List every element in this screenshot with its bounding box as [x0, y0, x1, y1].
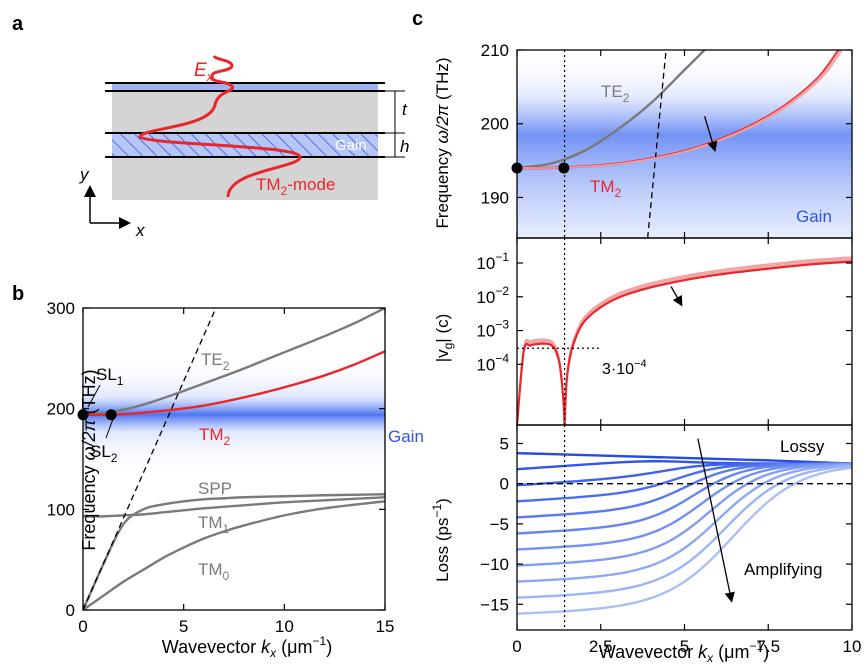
c1-tm2-broadening — [521, 50, 844, 169]
c3-loss-curve-7 — [517, 462, 852, 551]
b-ytick-label: 200 — [47, 400, 75, 419]
b-xtick-label: 10 — [275, 617, 294, 636]
c3-xtick-label: 7.5 — [756, 637, 780, 656]
c2-annotation: 3·10−4 — [602, 358, 647, 378]
c1-label-tm2: TM2 — [590, 177, 622, 200]
c3-ytick-label: −5 — [490, 515, 509, 534]
c3-xtick-label: 5 — [680, 637, 689, 656]
c2-ylabel: |vg| (c) — [433, 314, 455, 363]
c3-loss-curve-11 — [517, 466, 852, 615]
c-xlabel: Wavevector kx (μm−1) — [599, 639, 769, 665]
c1-series-light-line — [647, 50, 667, 238]
sl1-pointer — [87, 384, 101, 408]
c1-point-2 — [558, 162, 570, 174]
group-velocity-plot-c2: 10−4 10−3 10−2 10−1 — [476, 237, 853, 426]
b-label-sl2: SL2 — [90, 442, 118, 465]
c1-ytick-label: 190 — [481, 188, 509, 207]
top-metal-layer — [112, 83, 378, 91]
c3-ytick-label: 5 — [500, 434, 509, 453]
b-gain-label: Gain — [388, 427, 424, 446]
gain-hatch — [112, 133, 378, 157]
sl2-pointer — [105, 418, 114, 439]
c2-ytick-label: 10−3 — [476, 318, 509, 341]
c3-ytick-label: −10 — [480, 555, 509, 574]
b-xtick-label: 5 — [179, 617, 188, 636]
c3-loss-curve-1 — [517, 451, 852, 465]
c2-arrow — [670, 286, 683, 307]
c1-gain-band — [517, 50, 852, 238]
c2-series-0 — [517, 342, 566, 425]
b-label-tm2: TM2 — [199, 425, 231, 448]
c2-ytick-label: 10−2 — [476, 284, 509, 307]
field-label: Ex — [194, 60, 214, 84]
c1-arrow — [703, 116, 718, 153]
gain-layer-label: Gain — [335, 137, 367, 154]
b-xlabel: Wavevector kx (μm−1) — [162, 634, 332, 660]
c3-xtick-label: 10 — [843, 637, 862, 656]
c3-loss-curve-10 — [517, 464, 852, 599]
c2-series-1 — [563, 260, 852, 425]
b-xtick-label: 15 — [376, 617, 395, 636]
c3-xtick-label: 0 — [512, 637, 521, 656]
dim-h-label: h — [400, 137, 409, 156]
c3-label-amplifying: Amplifying — [744, 560, 822, 579]
b-ytick-label: 100 — [47, 500, 75, 519]
b-series-tm0 — [83, 500, 385, 610]
b-label-tm0: TM0 — [198, 560, 230, 583]
c1-label-te2: TE2 — [601, 82, 630, 105]
c3-ylabel: Loss (ps−1) — [430, 498, 452, 582]
panel-label-a: a — [12, 13, 24, 35]
b-xtick-label: 0 — [78, 617, 87, 636]
c3-ytick-label: −15 — [480, 595, 509, 614]
loss-plot-c3: −15 −10 −5 0 5 0 2.5 5 7.5 10 — [480, 424, 862, 656]
dispersion-plot-b: 0 100 200 300 0 5 10 15 — [47, 299, 395, 636]
axis-y-label: y — [79, 165, 90, 184]
c1-ytick-label: 210 — [481, 41, 509, 60]
dim-t-label: t — [402, 100, 408, 119]
c3-arrow — [697, 438, 735, 603]
b-gain-band — [83, 354, 385, 475]
c2-series-1 — [563, 257, 852, 422]
ex-field-profile — [138, 54, 302, 198]
waveguide-schematic — [84, 54, 405, 229]
c3-label-lossy: Lossy — [780, 437, 825, 456]
b-ytick-label: 300 — [47, 299, 75, 318]
b-series-tm1 — [83, 496, 385, 518]
axis-x-label: x — [135, 221, 145, 240]
c3-loss-curve-9 — [517, 463, 852, 583]
b-axes-frame — [82, 307, 386, 611]
c3-loss-curve-8 — [517, 463, 852, 567]
b-series-light-line — [83, 308, 217, 610]
c2-series-1 — [563, 259, 852, 424]
b-ylabel: Frequency ω/2π (THz) — [79, 369, 99, 550]
c3-xtick-label: 2.5 — [589, 637, 613, 656]
c2-series-1 — [563, 256, 852, 421]
b-label-spp: SPP — [198, 479, 232, 498]
b-point-sl2 — [105, 409, 117, 421]
c3-loss-curve-5 — [517, 462, 852, 519]
b-ytick-label: 0 — [66, 601, 75, 620]
b-series-te2 — [83, 308, 385, 416]
panel-label-c: c — [412, 8, 423, 30]
b-series-tm2 — [83, 350, 385, 417]
c3-ytick-label: 0 — [500, 475, 509, 494]
c2-ytick-label: 10−1 — [476, 250, 509, 273]
c1-ytick-label: 200 — [481, 115, 509, 134]
b-label-sl1: SL1 — [96, 365, 124, 388]
b-label-te2: TE2 — [201, 350, 230, 373]
c1-gain-label: Gain — [796, 207, 832, 226]
panel-label-b: b — [12, 283, 24, 305]
b-series-spp — [83, 493, 385, 610]
c1-series-te2 — [517, 50, 706, 170]
c1-ylabel: Frequency ω/2π (THz) — [433, 57, 452, 228]
b-label-tm1: TM1 — [198, 513, 230, 536]
mode-label: TM2-mode — [256, 175, 335, 198]
c2-ytick-label: 10−4 — [476, 351, 509, 374]
